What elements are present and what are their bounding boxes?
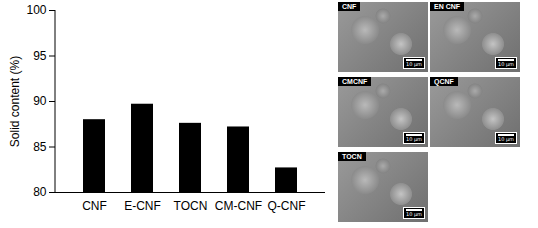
html-text:EN CNF: EN CNF <box>434 3 461 10</box>
html-text:CNF: CNF <box>342 3 357 10</box>
html-text:QCNF: QCNF <box>434 78 454 85</box>
svg-text:90: 90 <box>33 94 47 108</box>
svg-text:CNF: CNF <box>82 199 107 213</box>
svg-text:E-CNF: E-CNF <box>124 199 161 213</box>
html-text:10 μm: 10 μm <box>406 136 422 142</box>
html-text:10 μm: 10 μm <box>498 61 514 67</box>
svg-text:95: 95 <box>33 49 47 63</box>
svg-text:TOCN: TOCN <box>174 199 208 213</box>
html-text:TOCN: TOCN <box>342 153 362 160</box>
html-text:CMCNF: CMCNF <box>342 78 368 85</box>
svg-text:100: 100 <box>26 3 46 17</box>
svg-text:Q-CNF: Q-CNF <box>268 199 306 213</box>
html-text:10 μm: 10 μm <box>406 211 422 217</box>
html-text:10 μm: 10 μm <box>498 136 514 142</box>
svg-text:Solid content (%): Solid content (%) <box>8 56 22 147</box>
html-text:10 μm: 10 μm <box>406 61 422 67</box>
svg-text:85: 85 <box>33 140 47 154</box>
svg-text:80: 80 <box>33 185 47 199</box>
svg-text:CM-CNF: CM-CNF <box>215 199 262 213</box>
